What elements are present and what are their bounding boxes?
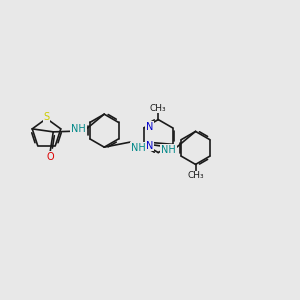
Text: O: O [46,152,54,162]
Text: N: N [146,122,153,132]
Text: CH₃: CH₃ [150,104,166,113]
Text: S: S [44,112,50,122]
Text: NH: NH [71,124,86,134]
Text: CH₃: CH₃ [187,171,204,180]
Text: NH: NH [131,143,146,153]
Text: NH: NH [161,145,176,155]
Text: N: N [146,140,153,151]
